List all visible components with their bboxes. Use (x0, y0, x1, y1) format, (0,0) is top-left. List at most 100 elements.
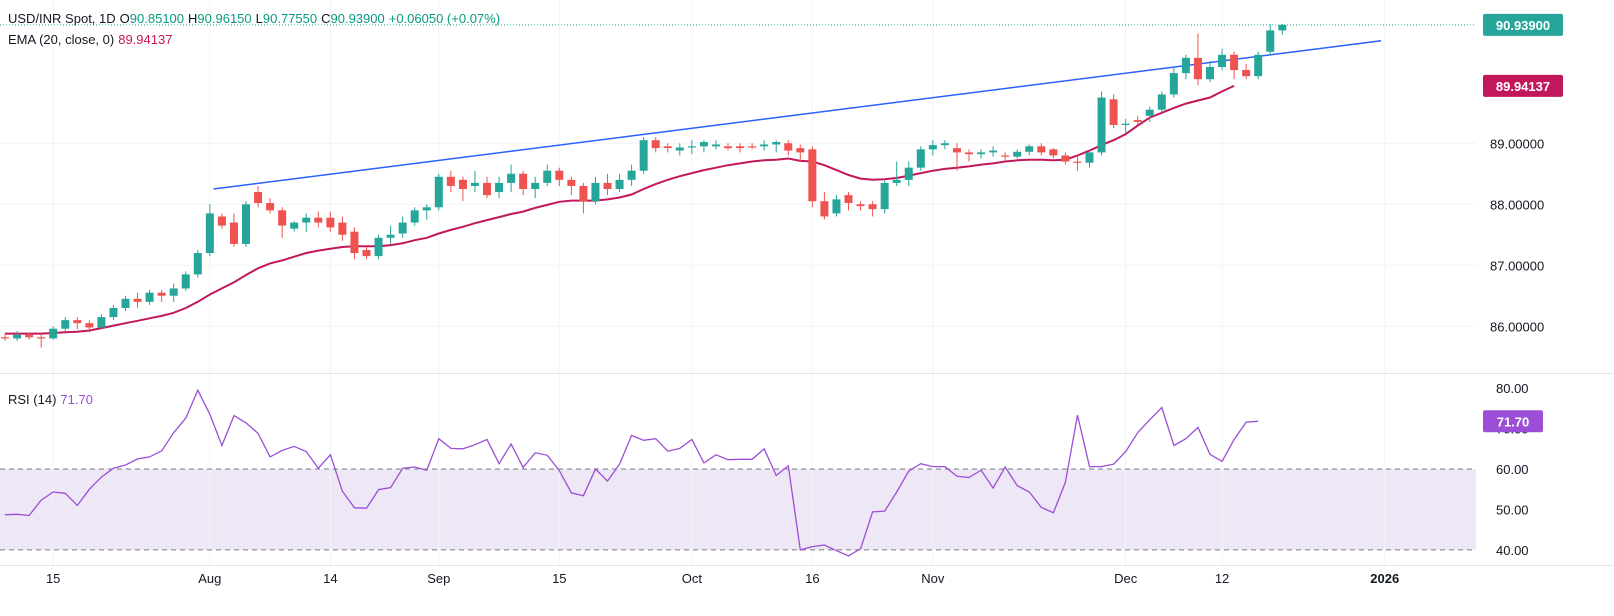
candle-body (603, 182, 612, 189)
candle-body (760, 144, 769, 147)
close-label: C (321, 11, 331, 26)
ema-line (5, 84, 1235, 335)
symbol-name[interactable]: USD/INR Spot, 1D (8, 11, 116, 26)
candle-body (952, 148, 961, 153)
close-value: 90.93900 (330, 11, 385, 26)
candle-body (1097, 97, 1106, 153)
candle-body (543, 170, 552, 183)
candle-body (651, 140, 660, 149)
candle-body (627, 170, 636, 180)
candle-body (615, 179, 624, 189)
candle-body (181, 274, 190, 289)
high-label: H (188, 11, 198, 26)
candle-body (1121, 123, 1130, 125)
candle-body (1181, 57, 1190, 74)
candle-body (326, 217, 335, 228)
candle-body (97, 317, 106, 328)
candle-body (796, 148, 805, 153)
candle-body (1242, 70, 1251, 77)
candle-body (49, 328, 58, 339)
candle-body (422, 207, 431, 211)
candle-body (458, 179, 467, 189)
candle-body (928, 145, 937, 150)
candle-body (362, 250, 371, 257)
trendline (213, 40, 1382, 190)
candle-body (724, 146, 732, 149)
time-axis-label: Dec (1114, 571, 1138, 586)
candle-body (314, 217, 323, 223)
candle-body (386, 234, 395, 238)
candle-body (446, 176, 455, 186)
price-axis-label: 86.00000 (1490, 319, 1544, 334)
open-value: 90.85100 (129, 11, 185, 26)
candle-body (904, 167, 913, 180)
price-axis-label: 87.00000 (1490, 258, 1544, 273)
candle-body (121, 298, 130, 308)
rsi-label[interactable]: RSI (14) (8, 392, 57, 407)
candle-body (85, 323, 94, 328)
candle-body (1157, 94, 1166, 110)
candle-body (1145, 109, 1154, 116)
candle-body (254, 192, 263, 204)
rsi-value: 71.70 (60, 392, 93, 407)
ema-value-tag-bg (1483, 74, 1563, 97)
candle-body (1013, 151, 1022, 157)
candle-body (13, 334, 22, 339)
candle-body (531, 182, 540, 189)
candle-body (205, 213, 214, 254)
candle-body (567, 179, 576, 186)
candle-body (1109, 99, 1118, 125)
candle-body (892, 179, 901, 183)
candle-body (808, 149, 817, 202)
candle-body (1266, 30, 1275, 52)
candle-body (193, 253, 202, 275)
candle-body (784, 143, 793, 151)
candle-body (1073, 161, 1082, 163)
candle-body (844, 195, 853, 204)
candle-body (495, 182, 504, 193)
ema-value-tag: 89.94137 (1496, 79, 1550, 94)
candle-body (398, 222, 407, 234)
candle-body (868, 204, 877, 210)
candle-body (1049, 149, 1058, 156)
time-axis-label: Sep (427, 571, 450, 586)
candle-body (916, 149, 925, 168)
price-axis-label: 89.00000 (1490, 136, 1544, 151)
candle-body (977, 152, 986, 155)
candle-body (145, 292, 154, 302)
time-axis-label: 15 (552, 571, 566, 586)
candle-body (832, 199, 841, 214)
symbol-header: USD/INR Spot, 1D O90.85100 H90.96150 L90.77… (8, 11, 504, 26)
ema-value: 89.94137 (118, 32, 173, 47)
candle-body (699, 142, 708, 147)
candle-body (338, 222, 347, 235)
candle-body (350, 231, 359, 254)
candle-body (217, 216, 226, 226)
candle-body (663, 146, 672, 149)
ema-label[interactable]: EMA (20, close, 0) (8, 32, 115, 47)
time-axis-label: 14 (323, 571, 337, 586)
rsi-axis-label: 50.00 (1496, 502, 1529, 517)
candle-body (989, 150, 998, 153)
change-value: +0.06050 (+0.07%) (388, 11, 501, 26)
candle-body (711, 144, 720, 147)
candle-body (507, 173, 516, 183)
rsi-header: RSI (14) 71.70 (8, 392, 97, 407)
candle-body (675, 147, 684, 151)
candle-body (1206, 67, 1214, 80)
rsi-value-tag: 71.70 (1497, 414, 1530, 429)
candle-body (242, 204, 250, 244)
candle-body (519, 173, 528, 189)
candle-body (555, 170, 564, 180)
candle-body (1037, 146, 1046, 153)
candle-body (639, 140, 648, 171)
time-axis-label: 15 (46, 571, 60, 586)
candle-body (266, 203, 275, 211)
rsi-axis-label: 80.00 (1496, 381, 1529, 396)
time-axis-label: 16 (805, 571, 819, 586)
candle-body (470, 182, 479, 186)
candle-body (278, 210, 287, 226)
candle-body (302, 217, 311, 223)
